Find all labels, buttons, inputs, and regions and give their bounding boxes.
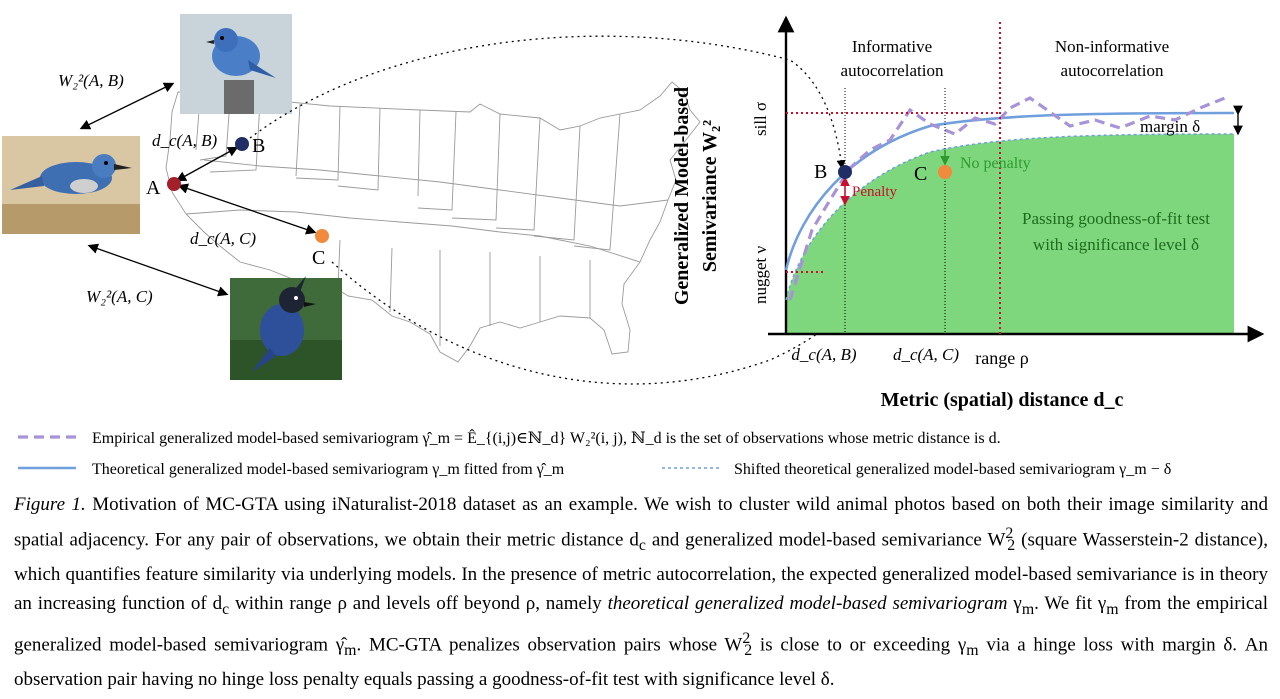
caption-text: (square Wasserstein-2 distance), which q…	[14, 529, 1268, 615]
label-dc-ab: d_c(A, B)	[152, 131, 217, 150]
connector-b	[249, 35, 846, 170]
caption-sub: m	[344, 642, 357, 660]
arrow-dc-ac	[177, 183, 317, 235]
caption-label: Figure 1.	[14, 494, 86, 515]
informative-label-2: autocorrelation	[841, 61, 944, 80]
caption-text: is close to or exceeding γ	[752, 634, 967, 656]
y-axis-label-2: Semivariance W₂²	[699, 120, 721, 272]
legend-shifted: Shifted theoretical generalized model-ba…	[734, 461, 1171, 478]
caption-sup: 2	[742, 629, 751, 647]
map-label-a: A	[146, 177, 161, 199]
y-axis-label-1: Generalized Model-based	[671, 87, 693, 305]
label-w-ab: W₂²(A, B)	[58, 71, 124, 90]
informative-label-1: Informative	[852, 37, 932, 56]
sill-label: sill σ	[751, 102, 770, 136]
caption-text: and generalized model-based semivariance…	[645, 529, 1006, 551]
figure-1: W₂²(A, B) d_c(A, B) d_c(A, C) W₂²(A, C) …	[2, 14, 1265, 478]
caption-sub: c	[638, 537, 646, 555]
arrow-w-ac	[87, 243, 229, 297]
nugget-label: nugget ν	[751, 245, 770, 304]
label-w-ac: W₂²(A, C)	[86, 287, 153, 306]
map-label-c: C	[312, 247, 325, 269]
figure-caption: Figure 1. Motivation of MC-GTA using iNa…	[14, 490, 1268, 694]
arrow-dc-ab	[175, 146, 239, 182]
pass-region	[786, 134, 1234, 334]
empirical-curve	[788, 94, 1231, 301]
photo-c	[230, 276, 342, 380]
noninformative-label-2: autocorrelation	[1061, 61, 1164, 80]
map-point-c	[315, 229, 329, 243]
caption-sub: m	[966, 642, 979, 660]
map-point-b	[235, 137, 249, 151]
margin-label: margin δ	[1140, 117, 1200, 136]
no-penalty-label: No penalty	[960, 155, 1031, 172]
caption-sub: c	[222, 600, 230, 618]
x-axis-label: Metric (spatial) distance d_c	[881, 389, 1124, 411]
tick-label-ac: d_c(A, C)	[893, 345, 959, 364]
photo-b	[180, 14, 292, 114]
map-label-b: B	[252, 135, 265, 157]
caption-text: . We fit γ	[1034, 593, 1107, 615]
caption-sub: 2	[744, 642, 753, 660]
caption-text: within range ρ and levels off beyond ρ, …	[229, 593, 608, 615]
photo-a	[2, 136, 140, 234]
caption-sup: 2	[1005, 525, 1014, 542]
label-dc-ac: d_c(A, C)	[190, 229, 256, 248]
legend-empirical: Empirical generalized model-based semiva…	[92, 428, 1001, 447]
shifted-curve	[785, 133, 1235, 301]
pass-label-2: with significance level δ	[1033, 235, 1199, 254]
tick-label-ab: d_c(A, B)	[791, 345, 856, 364]
plot-label-c: C	[914, 163, 927, 185]
caption-sub: m	[1021, 600, 1035, 618]
caption-text: via a hinge loss with margin δ. An obser…	[14, 634, 1268, 691]
arrow-w-ab	[79, 82, 175, 130]
plot-point-b	[838, 165, 852, 179]
caption-sub: 2	[1007, 537, 1016, 555]
caption-text: Motivation of MC-GTA using iNaturalist-2…	[14, 494, 1268, 551]
pass-label-1: Passing goodness-of-fit test	[1022, 209, 1210, 228]
caption-text: γ	[1007, 593, 1022, 615]
penalty-label: Penalty	[852, 184, 897, 200]
caption-text: from the empirical generalized model-bas…	[14, 593, 1269, 656]
caption-sub: m	[1106, 600, 1119, 618]
map-point-a	[167, 177, 181, 191]
plot-point-c	[938, 165, 952, 179]
legend-theoretical: Theoretical generalized model-based semi…	[92, 461, 565, 478]
noninformative-label-1: Non-informative	[1055, 37, 1169, 56]
caption-text: . MC-GTA penalizes observation pairs who…	[356, 634, 743, 656]
connector-c	[331, 176, 944, 385]
plot-label-b: B	[814, 161, 827, 183]
caption-italic: theoretical generalized model-based semi…	[607, 593, 1008, 615]
semivariogram-plot	[768, 15, 1265, 343]
range-label: range ρ	[975, 348, 1028, 368]
